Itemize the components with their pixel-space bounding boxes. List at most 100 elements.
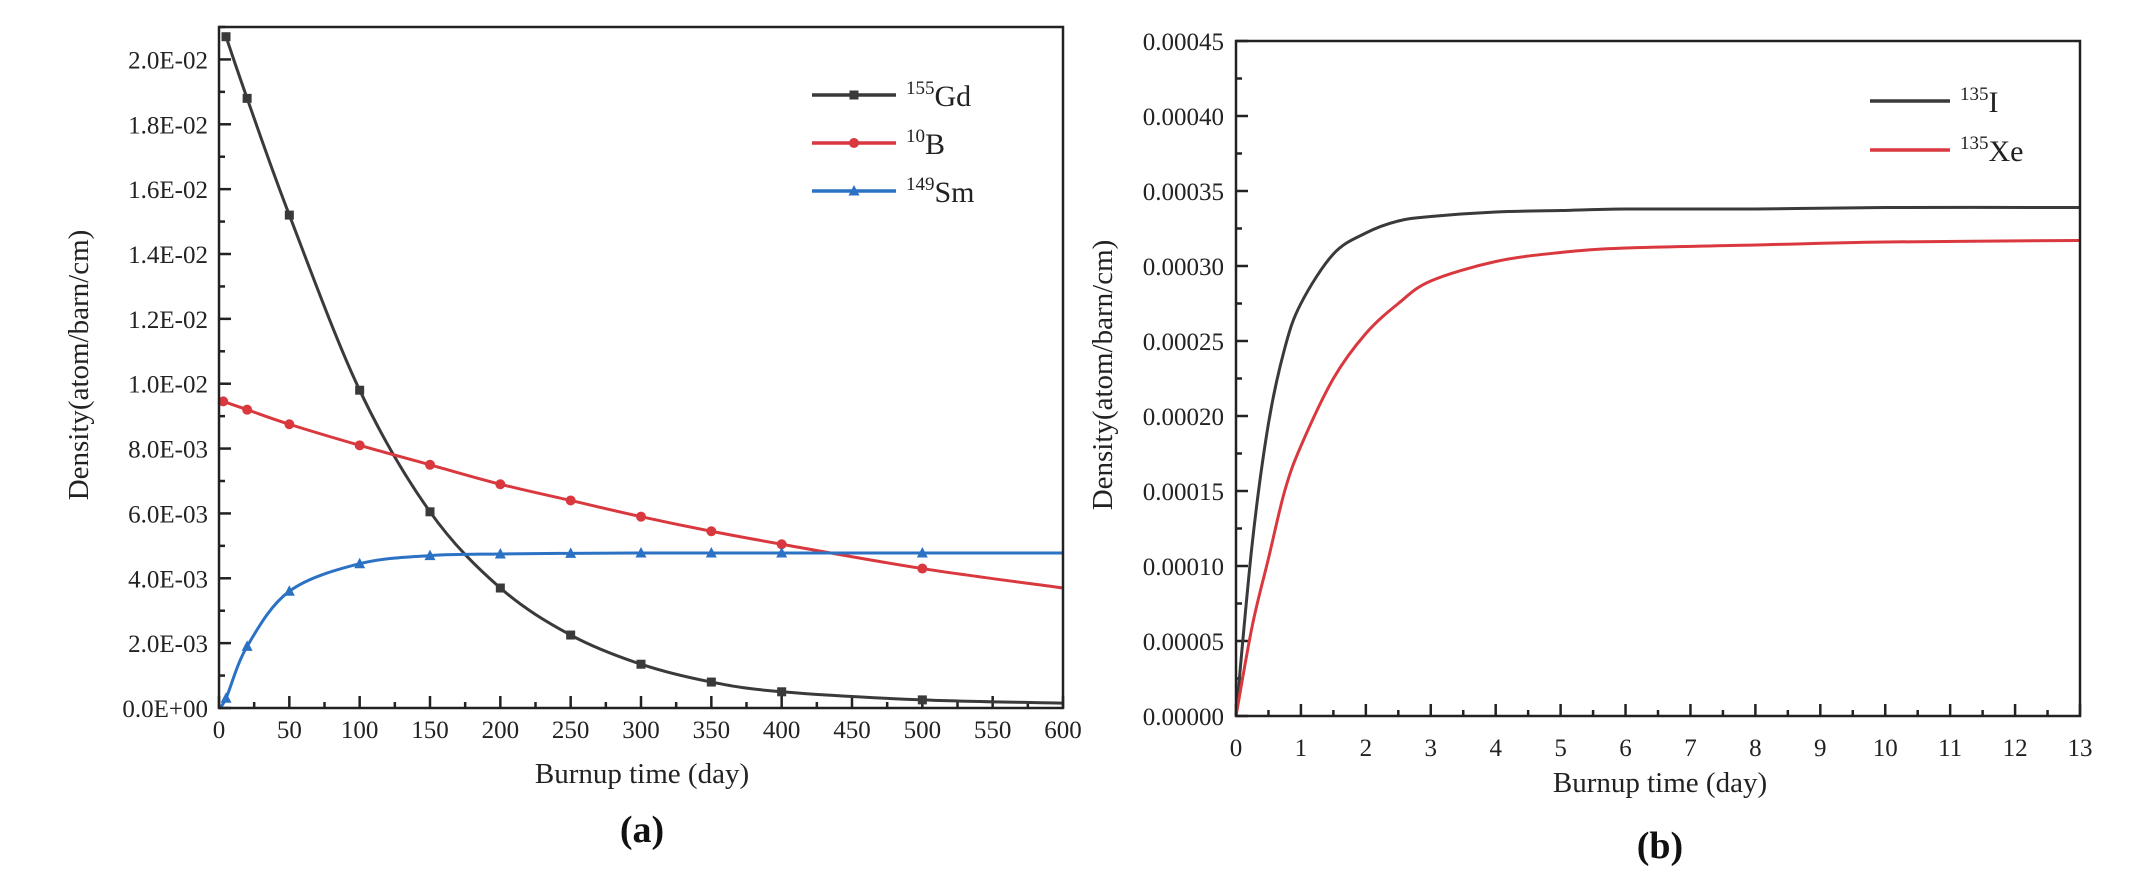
chart-a-series-sm-marker bbox=[424, 549, 436, 561]
chart-a-series-gd-marker bbox=[425, 507, 435, 517]
chart-a-legend-marker bbox=[849, 138, 859, 148]
chart-a-y-tick-label: 8.0E-03 bbox=[128, 437, 208, 464]
chart-b-legend-label: 135I bbox=[1960, 84, 1999, 119]
chart-a-series-sm-line bbox=[217, 551, 1063, 710]
chart-b-y-tick-label: 0.00000 bbox=[1143, 704, 1224, 731]
legend-element: Gd bbox=[935, 80, 972, 113]
chart-a-series-b-marker bbox=[565, 495, 576, 506]
chart-b-y-tick-label: 0.00040 bbox=[1143, 104, 1224, 131]
chart-b-x-tick-label: 0 bbox=[1230, 735, 1243, 762]
chart-a-ylabel: Density(atom/barn/cm) bbox=[63, 230, 95, 501]
chart-b-x-tick-label: 9 bbox=[1814, 735, 1827, 762]
chart-a-series-gd-marker bbox=[242, 93, 252, 103]
chart-a-x-tick-label: 150 bbox=[411, 717, 449, 744]
chart-a-legend-marker bbox=[848, 185, 860, 196]
chart-a-series-gd-marker bbox=[706, 677, 716, 687]
chart-a-y-tick-label: 2.0E-03 bbox=[128, 631, 208, 658]
legend-isotope-mass: 10 bbox=[906, 126, 925, 147]
legend-isotope-mass: 135 bbox=[1960, 133, 1989, 154]
chart-a-panel-label: (a) bbox=[620, 809, 664, 851]
chart-a-series-b-marker bbox=[218, 396, 229, 407]
chart-a-x-tick-label: 300 bbox=[622, 717, 660, 744]
chart-a-x-tick-label: 600 bbox=[1044, 717, 1082, 744]
chart-b-x-tick-label: 10 bbox=[1873, 735, 1898, 762]
chart-a-x-tick-label: 0 bbox=[213, 717, 226, 744]
chart-a-series-b-marker bbox=[425, 459, 435, 470]
chart-b-y-tick-label: 0.00010 bbox=[1143, 554, 1224, 581]
chart-a: Density(atom/barn/cm) Burnup time (day) … bbox=[63, 25, 1082, 851]
chart-a-xlabel: Burnup time (day) bbox=[535, 758, 749, 790]
chart-a-series-b-marker bbox=[706, 526, 717, 537]
chart-b-y-tick-label: 0.00035 bbox=[1143, 179, 1224, 206]
legend-element: Sm bbox=[935, 176, 975, 209]
chart-a-y-tick-label: 4.0E-03 bbox=[128, 566, 208, 593]
chart-a-series-sm-marker bbox=[354, 557, 366, 569]
chart-a-series-gd-marker bbox=[355, 385, 365, 395]
chart-a-series-gd-marker bbox=[566, 630, 576, 640]
legend-isotope-mass: 155 bbox=[906, 78, 935, 99]
chart-b-panel-label: (b) bbox=[1637, 825, 1683, 867]
chart-a-legend-label: 155Gd bbox=[906, 78, 971, 113]
chart-a-series-sm-marker bbox=[565, 547, 577, 558]
chart-a-series-sm-marker bbox=[241, 640, 253, 651]
chart-a-y-tick-label: 1.2E-02 bbox=[128, 307, 208, 334]
chart-a-plot-frame bbox=[217, 25, 1065, 710]
chart-a-legend-marker bbox=[849, 90, 859, 100]
chart-b-x-tick-label: 11 bbox=[1938, 735, 1962, 762]
chart-a-y-tick-label: 1.8E-02 bbox=[128, 112, 208, 139]
chart-b-legend-label: 135Xe bbox=[1960, 133, 2023, 168]
chart-a-x-tick-label: 450 bbox=[833, 717, 871, 744]
chart-b-plot-frame bbox=[1234, 39, 2082, 718]
legend-isotope-mass: 135 bbox=[1960, 84, 1989, 105]
chart-b-x-tick-label: 8 bbox=[1749, 735, 1762, 762]
chart-b-x-tick-label: 2 bbox=[1360, 735, 1373, 762]
chart-a-series-sm-marker bbox=[283, 585, 295, 596]
chart-a-legend-label: 149Sm bbox=[906, 174, 975, 209]
chart-b-y-tick-label: 0.00020 bbox=[1143, 404, 1224, 431]
legend-element: I bbox=[1989, 86, 1999, 119]
chart-a-series-b-marker bbox=[284, 419, 295, 430]
chart-a-y-tick-label: 6.0E-03 bbox=[128, 501, 208, 528]
chart-b-x-tick-label: 12 bbox=[2003, 735, 2028, 762]
chart-a-y-tick-label: 1.0E-02 bbox=[128, 372, 208, 399]
chart-b-x-tick-label: 13 bbox=[2068, 735, 2093, 762]
chart-a-series-b-marker bbox=[917, 563, 928, 574]
chart-b-y-tick-label: 0.00030 bbox=[1143, 254, 1224, 281]
legend-element: Xe bbox=[1989, 135, 2024, 168]
chart-a-y-tick-label: 1.4E-02 bbox=[128, 242, 208, 269]
chart-a-series-gd-marker bbox=[495, 583, 505, 593]
chart-a-x-tick-label: 250 bbox=[552, 717, 590, 744]
chart-a-series-b-marker bbox=[495, 479, 506, 490]
chart-a-series-sm-marker bbox=[776, 546, 788, 558]
chart-b-ylabel: Density(atom/barn/cm) bbox=[1087, 240, 1119, 511]
chart-b-x-tick-label: 1 bbox=[1295, 735, 1308, 762]
chart-a-series-sm-marker bbox=[916, 546, 928, 558]
chart-a-series-b-marker bbox=[354, 440, 365, 451]
chart-a-legend-label: 10B bbox=[906, 126, 945, 161]
chart-b-x-tick-label: 5 bbox=[1554, 735, 1567, 762]
chart-a-x-tick-label: 350 bbox=[693, 717, 731, 744]
chart-b-x-tick-label: 4 bbox=[1489, 735, 1502, 762]
legend-element: B bbox=[925, 128, 945, 161]
chart-a-x-tick-label: 550 bbox=[974, 717, 1012, 744]
chart-a-series-b-line bbox=[218, 398, 1064, 590]
chart-a-series-sm-marker bbox=[635, 546, 647, 558]
chart-a-y-tick-label: 1.6E-02 bbox=[128, 177, 208, 204]
chart-a-x-tick-label: 50 bbox=[277, 717, 302, 744]
chart-b-series-i-line bbox=[1234, 205, 2081, 717]
legend-isotope-mass: 149 bbox=[906, 174, 935, 195]
chart-b: Density(atom/barn/cm) Burnup time (day) … bbox=[1087, 29, 2093, 867]
chart-a-series-gd-marker bbox=[636, 659, 646, 669]
chart-a-series-b-marker bbox=[776, 539, 787, 550]
chart-a-y-tick-label: 2.0E-02 bbox=[128, 47, 208, 74]
chart-b-xlabel: Burnup time (day) bbox=[1553, 767, 1767, 799]
chart-b-series-xe-line bbox=[1234, 239, 2081, 717]
chart-a-y-tick-label: 0.0E+00 bbox=[122, 696, 208, 723]
chart-a-series-sm-marker bbox=[705, 546, 717, 558]
chart-b-y-tick-label: 0.00025 bbox=[1143, 329, 1224, 356]
chart-a-series-b-marker bbox=[242, 404, 253, 415]
chart-a-series-gd-marker bbox=[917, 695, 927, 705]
chart-b-y-tick-label: 0.00015 bbox=[1143, 479, 1224, 506]
chart-b-x-tick-label: 3 bbox=[1425, 735, 1438, 762]
